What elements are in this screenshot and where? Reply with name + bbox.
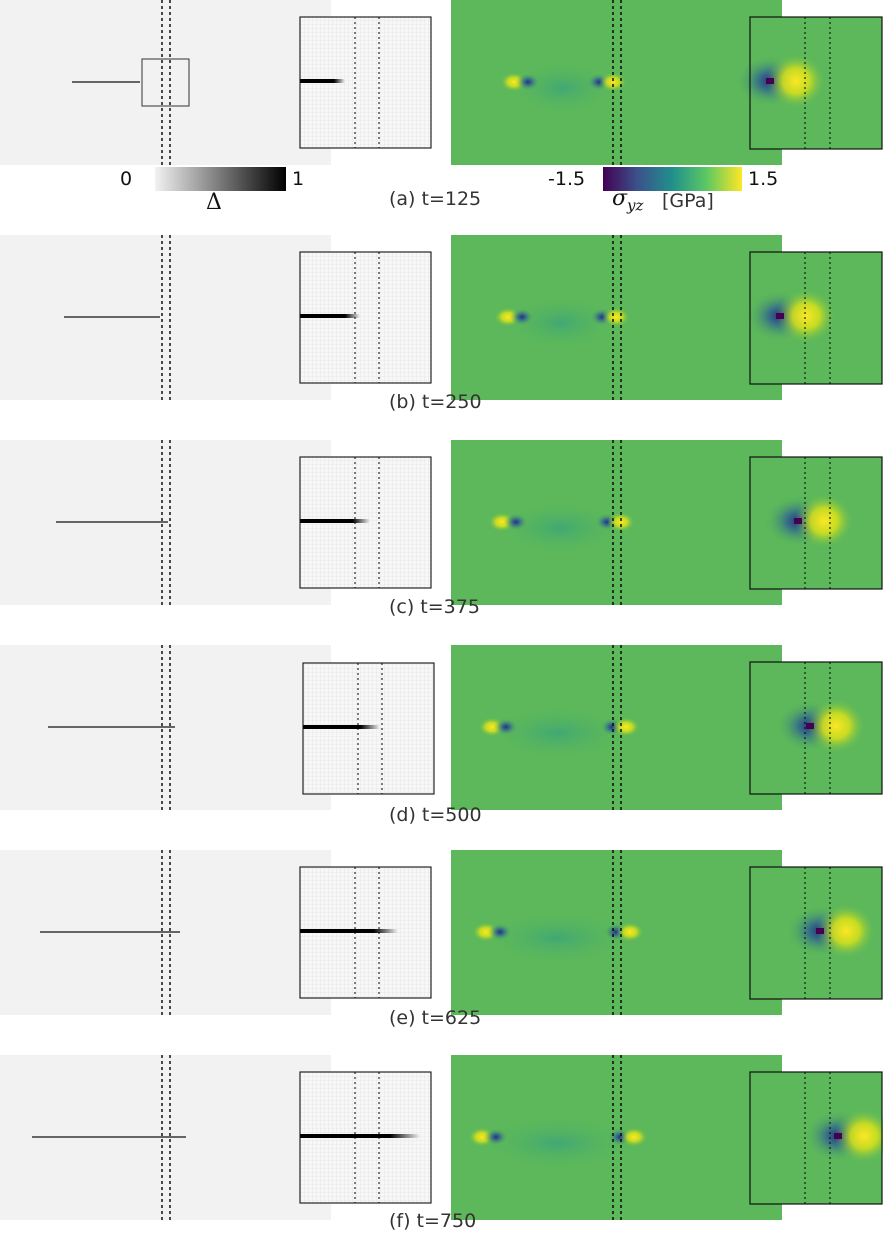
damage-field-panel (0, 235, 331, 400)
stress-inset-frame (749, 1071, 883, 1205)
stress-left-tip-negative (504, 513, 528, 531)
stress-inset-positive-lobe (806, 698, 866, 754)
stress-left-tip-negative (484, 1128, 508, 1146)
stress-colorbar-max-label: 1.5 (748, 168, 779, 190)
damage-inset-crack (300, 79, 345, 83)
colorbars-layer (155, 167, 742, 191)
stress-inset-frame (749, 456, 883, 590)
stress-colorbar-sigma: σ (612, 186, 628, 211)
stress-shielding-zone (502, 295, 620, 351)
stress-right-tip-positive (612, 717, 640, 737)
zoom-region-box (141, 58, 190, 107)
stress-shielding-zone (480, 910, 634, 966)
stress-colorbar (603, 167, 742, 191)
panel-caption-b: (b) t=250 (389, 391, 482, 413)
stress-left-tip-negative (510, 308, 534, 326)
stress-shielding-zone (476, 1115, 638, 1171)
panel-caption-f: (f) t=750 (389, 1210, 477, 1232)
damage-inset-crack (300, 519, 370, 523)
stress-right-tip-positive (620, 1127, 648, 1147)
stress-inset-tip-core (766, 78, 774, 84)
panel-row-b (0, 235, 883, 400)
stress-left-tip-negative (516, 73, 540, 91)
panel-caption-d: (d) t=500 (389, 804, 482, 826)
damage-inset-crack (303, 725, 380, 729)
damage-inset-crack (300, 929, 398, 933)
damage-inset-crack (300, 1134, 420, 1138)
stress-shielding-zone (508, 60, 617, 116)
stress-inset-tip-core (776, 313, 784, 319)
stress-right-tip-positive (616, 922, 644, 942)
stress-right-tip-positive (599, 72, 627, 92)
stress-inset-tip-core (806, 723, 814, 729)
stress-inset-positive-lobe (776, 288, 836, 344)
stress-inset-positive-lobe (766, 53, 826, 109)
panel-row-d (0, 645, 883, 810)
stress-inset-frame (749, 16, 883, 150)
stress-inset-positive-lobe (794, 493, 854, 549)
stress-left-tip-negative (488, 923, 512, 941)
stress-inset-frame (749, 866, 883, 1000)
panel-row-f (0, 1055, 883, 1220)
damage-inset-frame (299, 866, 432, 999)
panel-row-e (0, 850, 883, 1015)
damage-inset-frame (299, 251, 432, 384)
damage-field-panel (0, 0, 331, 165)
stress-inset-positive-lobe (834, 1108, 883, 1164)
damage-colorbar (155, 167, 286, 191)
stress-right-tip-positive (607, 512, 635, 532)
stress-colorbar-symbol: σyz (612, 186, 643, 214)
stress-shielding-zone (496, 500, 625, 556)
stress-inset-frame (749, 661, 883, 795)
stress-right-tip-positive (602, 307, 630, 327)
stress-colorbar-subscript: yz (627, 196, 644, 215)
damage-colorbar-max-label: 1 (292, 168, 305, 190)
stress-inset-frame (749, 251, 883, 385)
panel-caption-c: (c) t=375 (389, 596, 480, 618)
stress-inset-tip-core (834, 1133, 842, 1139)
damage-inset-frame (299, 456, 432, 589)
stress-inset-tip-core (794, 518, 802, 524)
panel-caption-a: (a) t=125 (389, 188, 482, 210)
damage-colorbar-min-label: 0 (120, 168, 133, 190)
damage-colorbar-symbol: Δ (206, 190, 222, 215)
stress-inset-tip-core (816, 928, 824, 934)
damage-inset-frame (299, 1071, 432, 1204)
damage-inset-crack (300, 314, 360, 318)
stress-colorbar-min-label: -1.5 (548, 168, 586, 190)
panel-caption-e: (e) t=625 (389, 1007, 482, 1029)
stress-inset-positive-lobe (816, 903, 876, 959)
stress-shielding-zone (486, 705, 630, 761)
panel-row-a (0, 0, 883, 165)
damage-inset-frame (299, 16, 432, 149)
stress-colorbar-unit: [GPa] (662, 190, 714, 212)
stress-left-tip-negative (494, 718, 518, 736)
panel-row-c (0, 440, 883, 605)
damage-inset-frame (302, 662, 435, 795)
